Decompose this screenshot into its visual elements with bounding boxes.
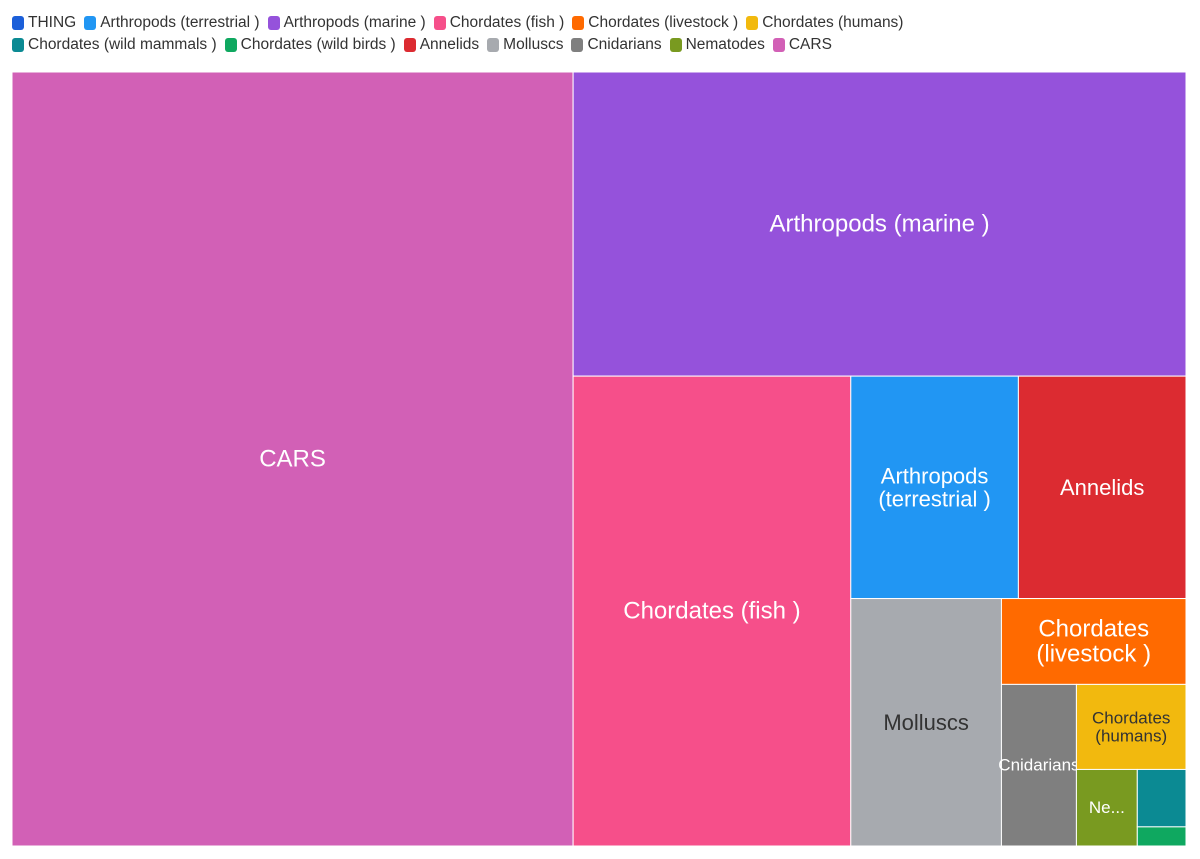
legend-label: Chordates (fish )	[449, 14, 565, 31]
legend-swatch	[572, 16, 585, 30]
treemap-tile-cnidarians[interactable]: Cnidarians	[998, 683, 1080, 847]
treemap-rect-chordates-wild-mammals[interactable]	[1136, 768, 1187, 828]
legend-label: Molluscs	[503, 36, 564, 53]
legend-label: CARS	[788, 36, 832, 53]
legend-swatch	[433, 16, 446, 30]
legend-row-2: Chordates (wild mammals ) Chordates (wil…	[12, 34, 1192, 56]
treemap-tile-chordates-wild-mammals[interactable]	[1136, 768, 1187, 828]
treemap-rect-chordates-humans[interactable]	[1075, 683, 1187, 770]
legend-label: THING	[28, 14, 77, 31]
legend-label: Chordates (humans)	[762, 14, 904, 31]
legend-label: Arthropods (marine )	[283, 14, 426, 31]
treemap-rect-chordates-livestock[interactable]	[1000, 598, 1187, 685]
treemap-rect-cars[interactable]	[11, 71, 574, 847]
legend-swatch	[772, 38, 785, 52]
treemap-rect-chordates-fish[interactable]	[572, 375, 852, 847]
treemap-tile-chordates-livestock[interactable]: Chordates(livestock )	[1000, 598, 1187, 685]
treemap-rect-molluscs[interactable]	[850, 598, 1002, 847]
treemap-tile-nematodes[interactable]: Ne...	[1075, 768, 1138, 847]
treemap-tile-annelids[interactable]: Annelids	[1017, 375, 1187, 600]
treemap-rect-chordates-wild-birds[interactable]	[1136, 826, 1187, 847]
treemap-tile-cars[interactable]: CARS	[11, 71, 574, 847]
legend-item-annelids[interactable]: Annelids	[403, 36, 480, 54]
legend-label: Arthropods (terrestrial )	[100, 14, 260, 31]
legend-swatch	[669, 38, 682, 52]
treemap-rect-arthropods-marine[interactable]	[572, 71, 1187, 377]
legend-label: Chordates (wild birds )	[240, 36, 396, 53]
legend-item-arthropods-terrestrial[interactable]: Arthropods (terrestrial )	[84, 14, 260, 32]
legend-item-nematodes[interactable]: Nematodes	[669, 36, 765, 54]
legend-label: Annelids	[419, 36, 480, 53]
legend-item-chordates-wild-mammals[interactable]: Chordates (wild mammals )	[12, 36, 217, 54]
treemap-tile-chordates-fish[interactable]: Chordates (fish )	[572, 375, 852, 847]
treemap-rect-cnidarians[interactable]	[1000, 683, 1077, 847]
treemap-rect-annelids[interactable]	[1017, 375, 1187, 600]
legend-label: Nematodes	[685, 36, 765, 53]
treemap-tile-molluscs[interactable]: Molluscs	[850, 598, 1002, 847]
legend-item-thing[interactable]: THING	[12, 14, 76, 32]
treemap-tile-chordates-humans[interactable]: Chordates(humans)	[1075, 683, 1187, 770]
legend-swatch	[267, 16, 280, 30]
legend-row-1: THING Arthropods (terrestrial ) Arthropo…	[12, 12, 1192, 34]
legend-swatch	[12, 16, 24, 30]
treemap-tile-chordates-wild-birds[interactable]	[1136, 826, 1187, 847]
legend-swatch	[12, 38, 24, 52]
legend-swatch	[571, 38, 584, 52]
treemap-tile-arthropods-terrestrial[interactable]: Arthropods(terrestrial )	[850, 375, 1019, 600]
legend-item-chordates-livestock[interactable]: Chordates (livestock )	[572, 14, 738, 32]
legend-item-cnidarians[interactable]: Cnidarians	[571, 36, 662, 54]
legend-label: Chordates (wild mammals )	[28, 36, 217, 53]
chart-legend: THING Arthropods (terrestrial ) Arthropo…	[12, 12, 1192, 56]
legend-item-chordates-humans[interactable]: Chordates (humans)	[746, 14, 903, 32]
legend-swatch	[487, 38, 500, 52]
legend-swatch	[403, 38, 416, 52]
legend-item-molluscs[interactable]: Molluscs	[487, 36, 563, 54]
legend-label: Chordates (livestock )	[588, 14, 739, 31]
treemap-rect-nematodes[interactable]	[1075, 768, 1138, 847]
treemap-rect-arthropods-terrestrial[interactable]	[850, 375, 1019, 600]
legend-swatch	[224, 38, 237, 52]
legend-item-arthropods-marine[interactable]: Arthropods (marine )	[267, 14, 426, 32]
legend-item-cars[interactable]: CARS	[772, 36, 832, 54]
legend-swatch	[84, 16, 97, 30]
legend-item-chordates-wild-birds[interactable]: Chordates (wild birds )	[224, 36, 396, 54]
treemap-tile-arthropods-marine[interactable]: Arthropods (marine )	[572, 71, 1187, 377]
legend-item-chordates-fish[interactable]: Chordates (fish )	[433, 14, 565, 32]
legend-label: Cnidarians	[587, 36, 662, 53]
legend-swatch	[746, 16, 759, 30]
